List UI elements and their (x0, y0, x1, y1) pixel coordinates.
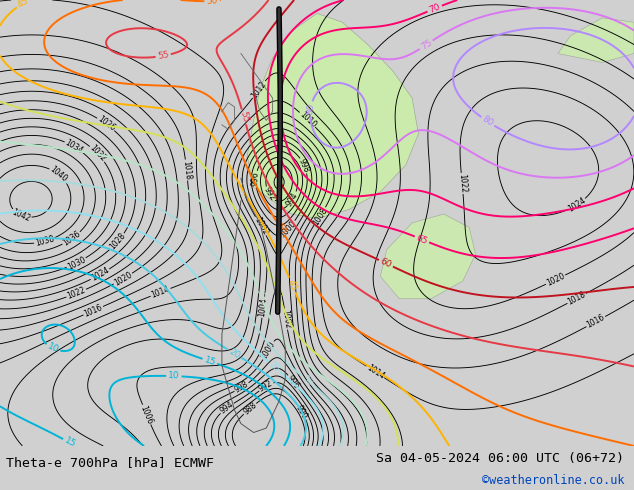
Text: 80: 80 (306, 102, 316, 115)
Text: 1008: 1008 (311, 206, 329, 227)
Text: 1032: 1032 (87, 144, 107, 164)
Text: 992: 992 (262, 186, 277, 203)
Text: 1034: 1034 (63, 138, 85, 156)
Text: 1038: 1038 (34, 235, 55, 248)
Text: 1022: 1022 (66, 286, 87, 301)
Text: 998: 998 (233, 380, 250, 395)
Text: 1018: 1018 (566, 290, 587, 307)
Text: 55: 55 (238, 110, 250, 123)
Text: 998: 998 (297, 157, 311, 174)
Text: 70: 70 (428, 2, 442, 15)
Text: Theta-e 700hPa [hPa] ECMWF: Theta-e 700hPa [hPa] ECMWF (6, 456, 214, 469)
Text: 50: 50 (274, 221, 287, 235)
Text: 25: 25 (267, 360, 281, 374)
Text: 1002: 1002 (280, 309, 292, 329)
Text: 990: 990 (294, 403, 309, 420)
Text: 1006: 1006 (139, 404, 155, 425)
Text: 996: 996 (251, 172, 261, 187)
Text: 1030: 1030 (66, 255, 87, 271)
Text: 1040: 1040 (48, 165, 69, 184)
Text: 45: 45 (16, 0, 30, 10)
Text: 994: 994 (218, 400, 235, 416)
Text: Sa 04-05-2024 06:00 UTC (06+72): Sa 04-05-2024 06:00 UTC (06+72) (377, 452, 624, 465)
Text: 994: 994 (285, 191, 301, 208)
Text: 1004: 1004 (257, 297, 269, 318)
Text: 1012: 1012 (250, 79, 268, 100)
Text: 1024: 1024 (89, 266, 111, 283)
Text: 1016: 1016 (82, 303, 104, 318)
Text: 55: 55 (157, 50, 170, 61)
Polygon shape (247, 13, 418, 219)
Text: 988: 988 (242, 400, 258, 416)
Text: 80: 80 (481, 115, 495, 128)
Text: 45: 45 (286, 278, 299, 292)
Text: 1018: 1018 (181, 160, 192, 180)
Text: 50: 50 (206, 0, 218, 6)
Text: 1010: 1010 (297, 110, 318, 129)
Text: 992: 992 (257, 379, 275, 394)
Text: ©weatheronline.co.uk: ©weatheronline.co.uk (482, 474, 624, 487)
Text: 1014: 1014 (150, 285, 171, 300)
Polygon shape (380, 214, 476, 299)
Text: 1024: 1024 (566, 196, 587, 214)
Text: 1002: 1002 (252, 216, 269, 237)
Text: 15: 15 (203, 355, 217, 368)
Text: 1026: 1026 (96, 115, 117, 133)
Text: 30: 30 (300, 373, 314, 388)
Text: 996: 996 (285, 373, 301, 391)
Text: 1028: 1028 (108, 231, 127, 252)
Text: 1000: 1000 (259, 340, 277, 361)
Text: 65: 65 (415, 233, 429, 246)
Text: 10: 10 (46, 342, 60, 355)
Text: 75: 75 (419, 38, 434, 51)
Text: 15: 15 (63, 436, 77, 449)
Text: 1036: 1036 (61, 229, 82, 248)
Text: 1014: 1014 (365, 363, 386, 381)
Text: 20: 20 (227, 346, 242, 360)
Text: 10: 10 (168, 371, 180, 381)
Polygon shape (558, 18, 634, 62)
Text: 1020: 1020 (112, 270, 134, 288)
Text: 1020: 1020 (545, 271, 566, 288)
Text: 1016: 1016 (585, 313, 607, 330)
Text: 60: 60 (378, 257, 393, 270)
Text: 1000: 1000 (278, 219, 299, 239)
Text: 1042: 1042 (11, 207, 32, 223)
Text: 1022: 1022 (457, 173, 467, 194)
Text: 40: 40 (271, 285, 283, 299)
Text: 35: 35 (254, 287, 266, 301)
